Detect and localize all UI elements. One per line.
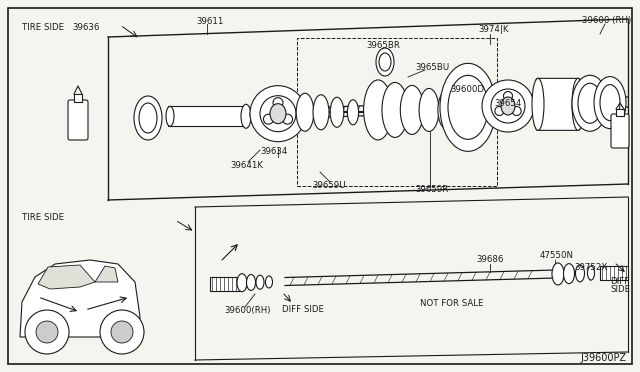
Circle shape [36,321,58,343]
Ellipse shape [237,274,247,292]
Circle shape [491,89,525,123]
FancyBboxPatch shape [611,114,629,148]
Polygon shape [38,265,95,289]
Ellipse shape [379,53,391,71]
Circle shape [264,114,273,124]
Text: SIDE: SIDE [610,285,630,295]
Text: 39600 (RH): 39600 (RH) [582,16,631,25]
Ellipse shape [501,97,515,115]
Text: DIFF SIDE: DIFF SIDE [282,305,324,314]
Ellipse shape [532,78,544,130]
Circle shape [282,114,292,124]
Ellipse shape [376,48,394,76]
Ellipse shape [256,275,264,289]
Polygon shape [20,260,140,337]
Text: NOT FOR SALE: NOT FOR SALE [420,299,483,308]
FancyBboxPatch shape [536,78,580,130]
Text: DIFF: DIFF [610,278,629,286]
Ellipse shape [250,108,266,120]
Ellipse shape [588,266,595,280]
Circle shape [482,80,534,132]
Ellipse shape [575,265,584,282]
Circle shape [25,310,69,354]
Text: 39600D: 39600D [450,86,484,94]
Text: 47550N: 47550N [540,251,574,260]
Circle shape [273,98,283,108]
Circle shape [250,86,306,142]
Text: TIRE SIDE: TIRE SIDE [22,22,64,32]
Circle shape [260,96,296,132]
Ellipse shape [348,100,358,125]
Ellipse shape [382,83,408,137]
Ellipse shape [241,104,251,128]
Ellipse shape [594,77,626,129]
Ellipse shape [270,104,286,124]
Text: 39634: 39634 [260,148,287,157]
FancyBboxPatch shape [74,94,82,102]
Ellipse shape [246,275,255,291]
Text: 3974|K: 3974|K [478,26,509,35]
FancyBboxPatch shape [168,106,248,126]
Ellipse shape [364,80,392,140]
Ellipse shape [600,84,620,121]
Ellipse shape [400,86,424,134]
Ellipse shape [296,93,314,131]
Ellipse shape [572,78,584,130]
Ellipse shape [139,103,157,133]
Circle shape [504,92,513,100]
Ellipse shape [563,264,575,283]
Ellipse shape [330,97,344,127]
Ellipse shape [419,89,439,131]
Ellipse shape [166,106,174,126]
Polygon shape [95,266,118,282]
Text: 39654: 39654 [494,99,522,109]
Circle shape [512,106,521,115]
Ellipse shape [365,102,373,122]
FancyBboxPatch shape [68,100,88,140]
Circle shape [111,321,133,343]
FancyBboxPatch shape [616,109,624,116]
Text: 39752X: 39752X [574,263,607,273]
Circle shape [100,310,144,354]
Ellipse shape [440,63,496,151]
Text: TIRE SIDE: TIRE SIDE [22,212,64,221]
Text: 39600(RH): 39600(RH) [224,305,271,314]
Ellipse shape [438,92,454,128]
Text: 39659R: 39659R [415,186,448,195]
Text: 39686: 39686 [476,256,504,264]
Text: J39600PZ: J39600PZ [580,353,626,363]
Ellipse shape [313,95,329,130]
Text: 39659U: 39659U [312,182,346,190]
Ellipse shape [578,83,602,123]
Text: 3965BU: 3965BU [415,62,449,71]
Text: 39641K: 39641K [230,160,263,170]
FancyBboxPatch shape [600,266,628,280]
Ellipse shape [552,263,564,285]
Text: 3965BR: 3965BR [366,42,400,51]
Text: 39636: 39636 [72,22,99,32]
Ellipse shape [134,96,162,140]
Ellipse shape [266,276,273,288]
FancyBboxPatch shape [210,277,240,291]
Ellipse shape [572,75,608,131]
Text: 39611: 39611 [196,16,223,26]
Ellipse shape [448,76,488,140]
Circle shape [495,106,504,115]
